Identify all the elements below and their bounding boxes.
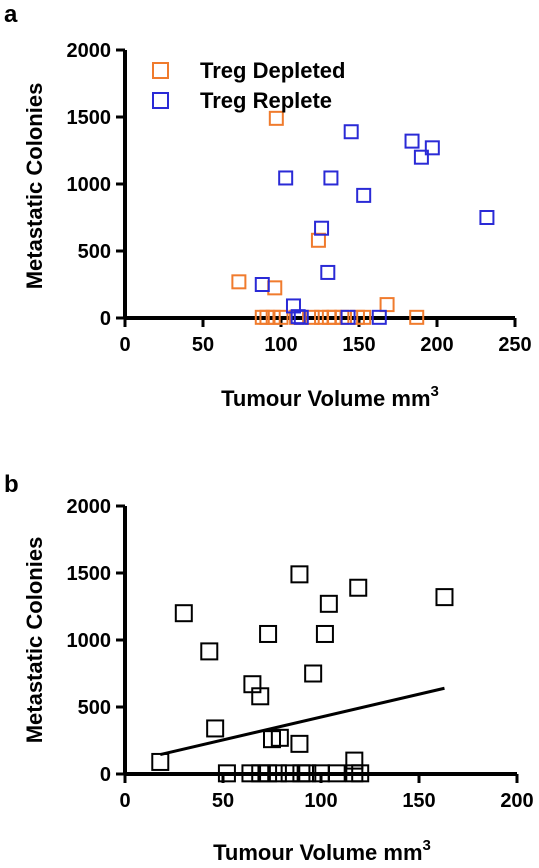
x-tick-label: 200	[420, 334, 453, 356]
data-point	[259, 764, 278, 783]
x-tick-label: 200	[500, 790, 533, 812]
panel-a-y-axis-label: Metastatic Colonies	[22, 83, 47, 290]
panel-b: b 0 500 1000 1500 2000 0 50 100 150 200 Tumour Vo…	[4, 471, 534, 865]
panel-a-legend: Treg Depleted Treg Replete	[152, 58, 345, 113]
x-tick-label: 50	[212, 790, 234, 812]
data-point	[319, 594, 338, 613]
data-point	[323, 170, 339, 186]
data-point	[345, 751, 364, 770]
data-point	[371, 309, 387, 325]
y-tick-label: 0	[100, 308, 111, 330]
data-point	[151, 752, 170, 771]
data-point	[304, 664, 323, 683]
y-tick-label: 0	[100, 764, 111, 786]
y-tick-label: 2000	[67, 40, 112, 62]
data-point	[320, 264, 336, 280]
y-tick-label: 500	[78, 697, 111, 719]
panel-b-x-axis-label: Tumour Volume mm3	[213, 837, 431, 865]
panel-b-y-axis-label: Metastatic Colonies	[22, 537, 47, 744]
y-tick-label: 1000	[67, 630, 112, 652]
x-tick-label: 250	[498, 334, 531, 356]
data-point	[206, 719, 225, 738]
data-point	[298, 764, 317, 783]
data-point	[424, 140, 440, 156]
data-point	[351, 764, 370, 783]
data-point	[259, 624, 278, 643]
data-point	[280, 764, 299, 783]
panel-a-axes: 0 500 1000 1500 2000 0 50 100 150 200 250	[67, 40, 532, 356]
data-point	[278, 170, 294, 186]
y-tick-label: 2000	[67, 496, 112, 518]
data-point	[285, 298, 301, 314]
data-point	[290, 734, 309, 753]
data-point	[326, 309, 342, 325]
data-point	[290, 565, 309, 584]
y-tick-label: 500	[78, 241, 111, 263]
legend-label-treg-replete: Treg Replete	[200, 88, 332, 113]
data-point	[314, 220, 330, 236]
data-point	[379, 297, 395, 313]
data-point	[349, 578, 368, 597]
data-point	[268, 110, 284, 126]
y-tick-label: 1500	[67, 563, 112, 585]
y-tick-label: 1500	[67, 107, 112, 129]
data-point	[293, 309, 309, 325]
data-point	[479, 210, 495, 225]
data-point	[310, 232, 326, 248]
data-point	[231, 274, 247, 290]
legend-marker-treg-replete	[152, 92, 169, 109]
data-point	[327, 764, 346, 783]
data-point	[265, 309, 281, 325]
data-point	[356, 309, 372, 325]
panel-a-letter: a	[4, 1, 18, 28]
data-point	[340, 309, 356, 325]
x-tick-label: 0	[119, 790, 130, 812]
x-tick-label: 100	[264, 334, 297, 356]
panel-b-letter: b	[4, 471, 19, 498]
data-point	[413, 149, 429, 165]
x-tick-label: 0	[119, 334, 130, 356]
data-point	[217, 764, 236, 783]
panel-b-points	[151, 565, 454, 783]
data-point	[356, 187, 372, 203]
data-point	[315, 624, 334, 643]
data-point	[343, 124, 359, 140]
legend-marker-treg-depleted	[152, 62, 169, 79]
panel-a-points	[231, 110, 495, 325]
data-point	[435, 588, 454, 607]
data-point	[304, 309, 320, 325]
panel-a: a 0 500 1000 1500 2000 0 50 100 150 200 250 Treg D…	[4, 1, 532, 411]
x-tick-label: 150	[402, 790, 435, 812]
data-point	[174, 604, 193, 623]
panel-a-x-axis-label: Tumour Volume mm3	[221, 383, 439, 411]
data-point	[241, 764, 260, 783]
data-point	[268, 764, 287, 783]
x-tick-label: 50	[192, 334, 214, 356]
data-point	[254, 277, 270, 292]
x-tick-label: 150	[342, 334, 375, 356]
data-point	[200, 642, 219, 661]
data-point	[267, 280, 283, 296]
panel-b-axes: 0 500 1000 1500 2000 0 50 100 150 200	[67, 496, 534, 812]
data-point	[409, 309, 425, 325]
y-tick-label: 1000	[67, 174, 112, 196]
data-point	[404, 133, 420, 149]
data-point	[251, 687, 270, 706]
x-tick-label: 100	[304, 790, 337, 812]
data-point	[273, 309, 289, 325]
legend-label-treg-depleted: Treg Depleted	[200, 58, 345, 83]
panel-b-trendline	[159, 686, 445, 757]
data-point	[263, 730, 281, 749]
